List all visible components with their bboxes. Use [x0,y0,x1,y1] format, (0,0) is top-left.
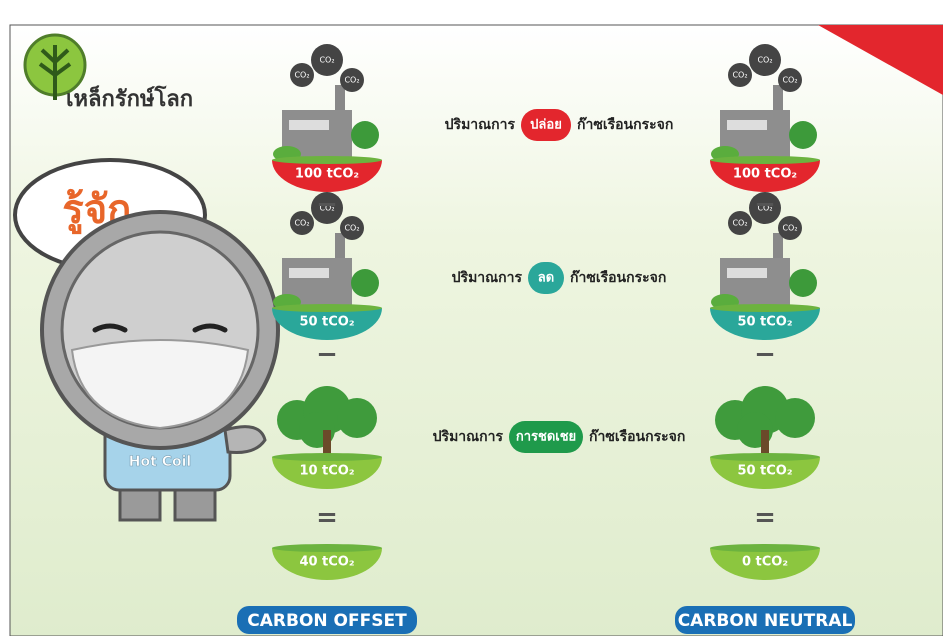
row-suffix: ก๊าซเรือนกระจก [570,269,666,286]
operator: = [754,503,776,533]
bowl-rim [710,544,820,552]
cloud-label: CO₂ [732,219,747,228]
cloud-label: CO₂ [344,224,359,233]
carbon-value: 40 tCO₂ [299,555,354,570]
shirt-text: Hot Coil [129,454,191,470]
bowl-rim [272,304,382,312]
factory-windows [727,120,767,130]
row-suffix: ก๊าซเรือนกระจก [577,116,673,133]
operator: − [754,340,776,370]
column-title: CARBON OFFSET [247,611,407,631]
cloud-label: CO₂ [294,71,309,80]
tree-trunk [761,430,769,457]
tree [351,269,379,297]
carbon-value: 100 tCO₂ [733,167,797,182]
carbon-value: 50 tCO₂ [299,315,354,330]
carbon-value: 50 tCO₂ [737,464,792,479]
row-action: การชดเชย [516,430,576,445]
tree-crown [775,398,815,438]
cloud-label: CO₂ [732,71,747,80]
cloud-label: CO₂ [782,224,797,233]
bowl-rim [272,544,382,552]
carbon-value: 10 tCO₂ [299,464,354,479]
factory-windows [727,268,767,278]
bowl-rim [710,453,820,461]
row-action: ปล่อย [530,118,562,133]
cloud-label: CO₂ [782,76,797,85]
bowl-rim [272,156,382,164]
bowl-rim [710,304,820,312]
bowl-rim [272,453,382,461]
column-title: CARBON NEUTRAL [678,611,853,631]
carbon-value: 100 tCO₂ [295,167,359,182]
row-prefix: ปริมาณการ [452,270,523,286]
brand: เหล็กรักษ์โลก [66,84,193,112]
cloud-label: CO₂ [757,56,772,65]
factory-windows [289,268,329,278]
carbon-value: 50 tCO₂ [737,315,792,330]
tree-trunk [323,430,331,457]
factory-windows [289,120,329,130]
tree [789,269,817,297]
operator: − [754,190,776,220]
tree [351,121,379,149]
tree [789,121,817,149]
operator: = [316,503,338,533]
bowl-rim [710,156,820,164]
operator: − [316,190,338,220]
row-prefix: ปริมาณการ [445,117,516,133]
cloud-label: CO₂ [294,219,309,228]
cloud-label: CO₂ [319,56,334,65]
carbon-value: 0 tCO₂ [742,555,788,570]
row-suffix: ก๊าซเรือนกระจก [589,428,685,445]
row-prefix: ปริมาณการ [433,429,504,445]
infographic: เหล็กรักษ์โลก รู้จัก.. Hot Coil CO₂CO₂CO… [0,0,943,636]
cloud-label: CO₂ [344,76,359,85]
page: เหล็กรักษ์โลก รู้จัก.. Hot Coil CO₂CO₂CO… [0,0,943,636]
operator: − [316,340,338,370]
row-action: ลด [538,271,554,286]
tree-crown [337,398,377,438]
